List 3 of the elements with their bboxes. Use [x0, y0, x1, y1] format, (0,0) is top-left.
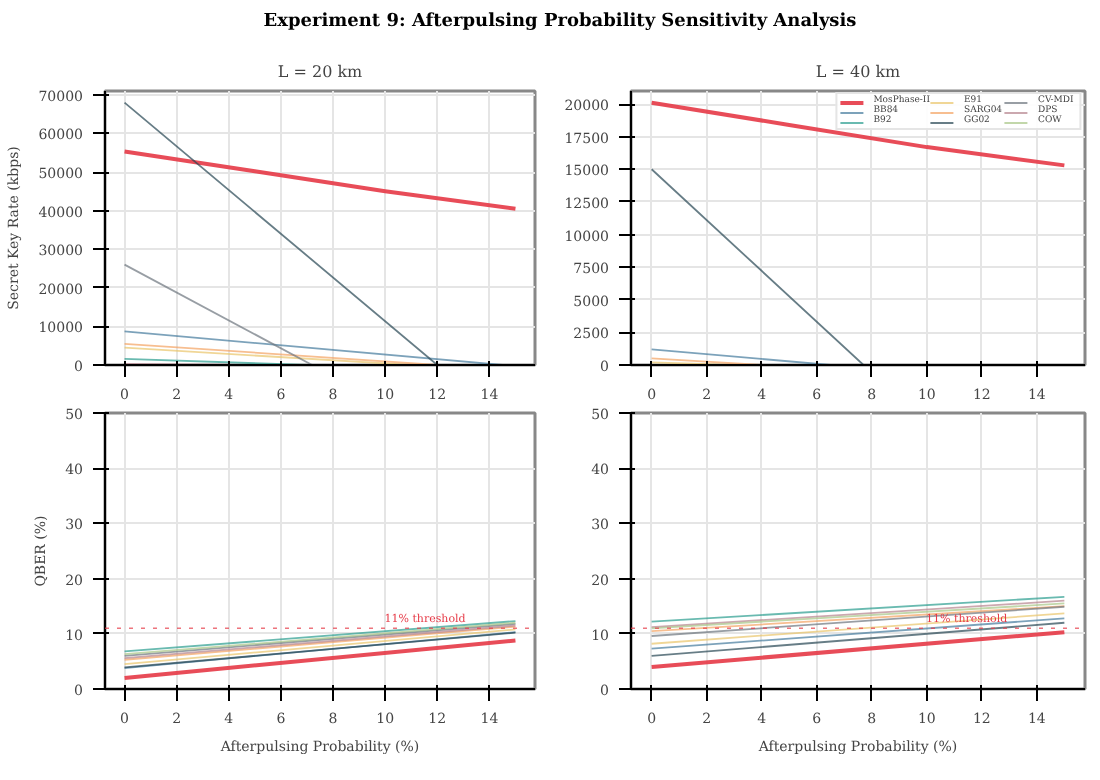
chart-title: L = 40 km [815, 63, 902, 81]
text: Experiment 9: Afterpulsing Probability Sensitivity Analysis [263, 10, 857, 36]
chart-title: L = 20 km [277, 63, 364, 81]
